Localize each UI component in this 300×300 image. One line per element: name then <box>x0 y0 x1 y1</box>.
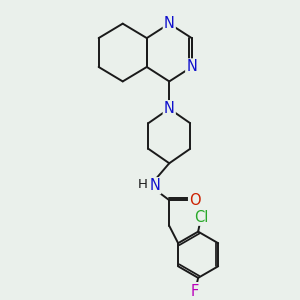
Text: N: N <box>186 59 197 74</box>
Text: O: O <box>189 193 201 208</box>
Text: N: N <box>164 101 175 116</box>
Text: F: F <box>191 284 199 299</box>
Text: H: H <box>138 178 148 190</box>
Text: N: N <box>149 178 160 193</box>
Text: N: N <box>164 16 175 31</box>
Text: Cl: Cl <box>194 210 208 225</box>
